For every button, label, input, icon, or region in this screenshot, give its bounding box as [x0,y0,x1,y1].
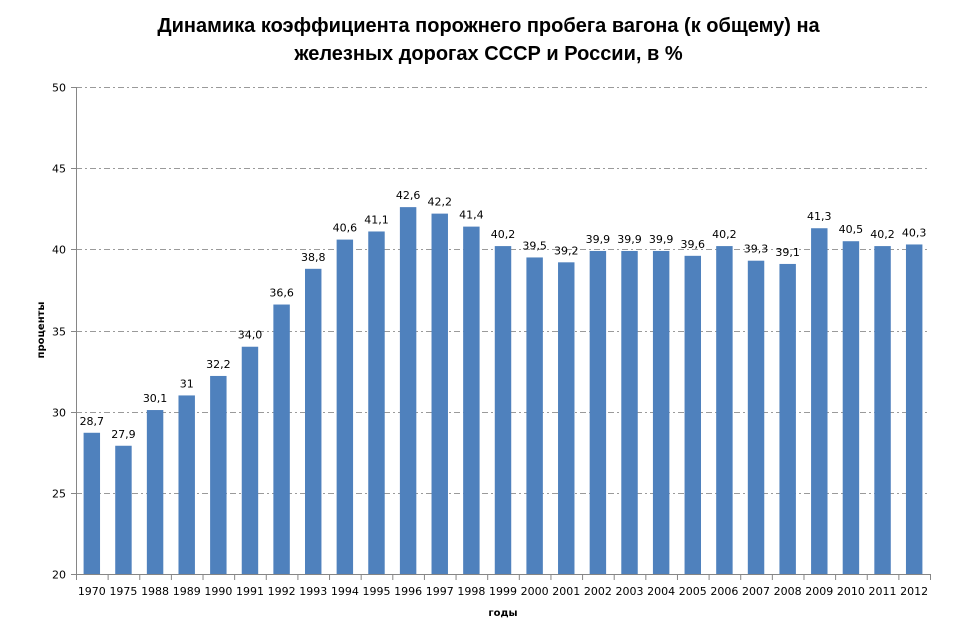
data-label: 40,2 [870,228,895,241]
bar [146,410,164,574]
x-tick-label: 1997 [426,585,454,598]
y-tick-label: 40 [52,244,66,257]
x-tick-label: 2006 [710,585,738,598]
data-label: 41,4 [459,209,484,222]
data-label: 38,8 [301,251,326,264]
x-tick-label: 1989 [173,585,201,598]
x-tick-label: 2003 [616,585,644,598]
axes: 20 25 30 35 40 45 50 1970 1975 1988 1989 1990 1991 19… [52,82,931,598]
bar [874,246,891,574]
y-tick-label: 30 [52,407,66,420]
bar [336,239,354,575]
x-tick-label: 1994 [331,585,359,598]
bar [463,226,480,574]
bar [905,244,923,575]
bar [842,241,860,574]
bar [716,246,733,574]
x-tick-label: 1988 [141,585,169,598]
data-label: 28,7 [80,415,105,428]
x-tick-label: 1993 [299,585,327,598]
bar [304,268,322,574]
data-label: 40,2 [712,228,737,241]
x-tick-label: 1999 [489,585,517,598]
x-tick-label: 2002 [584,585,612,598]
data-label: 40,3 [902,226,927,239]
bar [241,346,259,574]
x-tick-label: 2012 [900,585,928,598]
y-tick-label: 50 [52,82,66,95]
bar [210,375,227,574]
data-label: 39,9 [649,233,674,246]
data-label: 36,6 [269,287,294,300]
bar [747,260,765,574]
data-labels: 28,7 27,9 30,1 31 32,2 34,0 36,6 38,8 40,6 41,1 42… [80,189,927,441]
chart-title-line-2: железных дорогах СССР и России, в % [294,43,683,65]
chart-title-line-1: Динамика коэффициента порожнего пробега … [157,15,820,37]
data-label: 41,1 [364,213,389,226]
y-tick-label: 20 [52,569,66,582]
bar [83,432,101,574]
y-tick-label: 45 [52,163,66,176]
x-tick-label: 1975 [109,585,137,598]
data-label: 39,5 [522,239,547,252]
data-label: 39,9 [586,233,611,246]
data-label: 27,9 [111,428,136,441]
x-tick-label: 1995 [362,585,390,598]
data-label: 41,3 [807,210,832,223]
bar [178,395,195,574]
x-tick-label: 1970 [78,585,106,598]
data-label: 32,2 [206,358,231,371]
y-tick-label: 35 [52,326,66,339]
bar [589,250,607,574]
x-tick-label: 1991 [236,585,264,598]
x-tick-label: 2007 [742,585,770,598]
bar [811,228,828,575]
x-tick-label: 2008 [774,585,802,598]
bar [368,231,385,574]
data-label: 42,6 [396,189,421,202]
x-tick-label: 2011 [869,585,897,598]
data-label: 39,1 [775,246,800,259]
bar [558,262,575,574]
x-tick-label: 1992 [268,585,296,598]
x-tick-label: 2004 [647,585,675,598]
bar [431,213,448,574]
x-tick-label: 1996 [394,585,422,598]
y-axis-title: проценты [36,302,47,359]
x-axis-title: годы [488,608,517,619]
y-tick-label: 25 [52,488,66,501]
bar [621,250,638,574]
data-label: 30,1 [143,392,168,405]
data-label: 40,5 [839,223,864,236]
bar [779,263,796,574]
x-tick-label: 1990 [204,585,232,598]
data-label: 34,0 [238,329,263,342]
bar [526,257,543,574]
x-tick-label: 2009 [805,585,833,598]
x-tick-label: 2005 [679,585,707,598]
x-tick-label: 2001 [552,585,580,598]
bar [684,255,702,574]
bar [652,250,670,574]
x-tick-label: 2010 [837,585,865,598]
data-label: 39,2 [554,244,579,257]
bar [399,207,417,575]
data-label: 40,2 [491,228,516,241]
bar [115,445,132,574]
data-label: 40,6 [333,222,358,235]
data-label: 39,6 [681,238,706,251]
x-tick-label: 1998 [457,585,485,598]
chart-title: Динамика коэффициента порожнего пробега … [0,12,977,68]
data-label: 42,2 [427,196,452,209]
bars [83,207,923,575]
x-tick-label: 2000 [521,585,549,598]
bar [273,304,290,574]
data-label: 39,9 [617,233,642,246]
data-label: 31 [180,377,194,390]
data-label: 39,3 [744,243,769,256]
bar [494,246,512,574]
